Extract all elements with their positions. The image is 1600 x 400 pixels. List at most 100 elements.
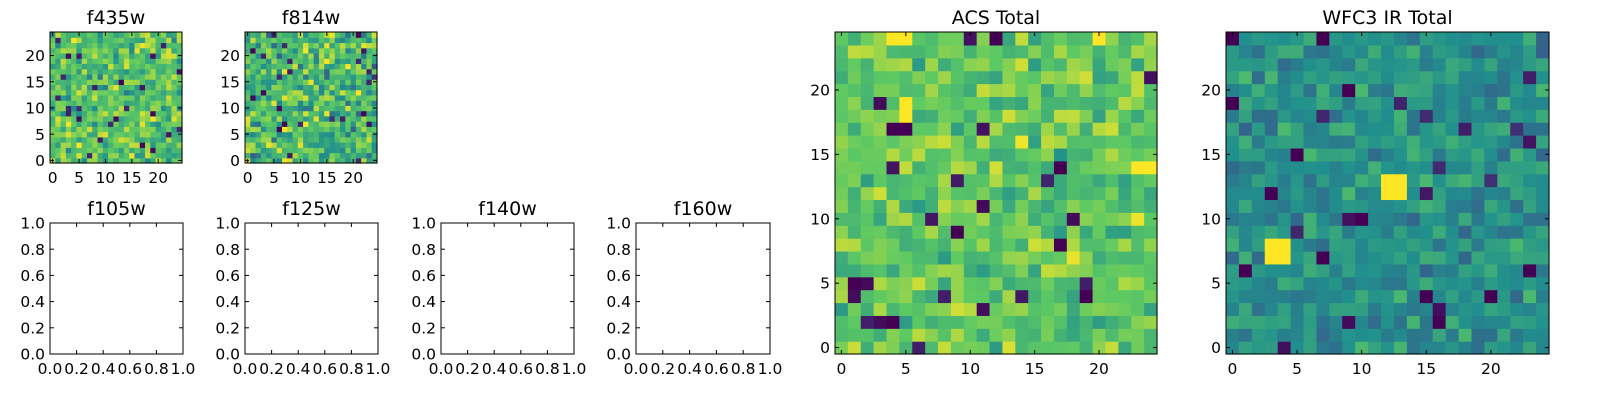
heatmap-cell	[1041, 199, 1055, 213]
heatmap-cell	[324, 110, 331, 117]
heatmap-cell	[255, 68, 262, 75]
heatmap-cell	[81, 68, 88, 75]
heatmap-cell	[835, 263, 849, 278]
heatmap-cell	[1092, 109, 1107, 123]
heatmap-cell	[1497, 186, 1511, 201]
heatmap-cell	[873, 32, 888, 46]
heatmap-cell	[860, 328, 875, 342]
heatmap-cell	[123, 142, 130, 148]
heatmap-cell	[1131, 250, 1145, 265]
heatmap-cell	[65, 121, 72, 127]
heatmap-cell	[171, 84, 178, 91]
heatmap-cell	[1066, 122, 1081, 136]
heatmap-cell	[1066, 302, 1081, 316]
heatmap-cell	[847, 186, 862, 201]
heatmap-cell	[287, 63, 294, 70]
heatmap-cell	[108, 58, 114, 65]
heatmap-cell	[334, 152, 341, 159]
heatmap-cell	[81, 42, 88, 49]
heatmap-cell	[255, 32, 262, 38]
heatmap-cell	[318, 58, 325, 65]
heatmap-cell	[250, 115, 257, 122]
heatmap-cell	[1510, 109, 1524, 123]
heatmap-cell	[1303, 122, 1318, 136]
heatmap-cell	[1381, 212, 1395, 226]
heatmap-cell	[1118, 250, 1132, 265]
heatmap-cell	[1510, 186, 1524, 201]
heatmap-cell	[873, 238, 888, 252]
heatmap-cell	[1471, 302, 1485, 316]
heatmap-cell	[176, 94, 183, 101]
heatmap-cell	[266, 157, 272, 164]
heatmap-cell	[155, 126, 162, 133]
heatmap-cell	[1393, 44, 1408, 59]
heatmap-cell	[1445, 225, 1460, 239]
heatmap-cell	[276, 100, 283, 106]
heatmap-cell	[1015, 44, 1029, 59]
heatmap-cell	[334, 63, 341, 70]
heatmap-cell	[123, 68, 130, 75]
heatmap-cell	[123, 152, 130, 159]
panel-f125w: f125w 0.0 0.2 0.4 0.6 0.8 1.00.00.20.40.60.81…	[215, 198, 390, 378]
y-tick-label: 0.0	[606, 346, 631, 364]
heatmap-cell	[81, 32, 88, 38]
heatmap-cell	[166, 100, 173, 106]
heatmap-cell	[1041, 109, 1055, 123]
heatmap-cell	[1251, 96, 1266, 110]
heatmap-cell	[1458, 109, 1473, 123]
heatmap-cell	[65, 157, 72, 164]
heatmap-cell	[1015, 83, 1029, 97]
heatmap-cell	[963, 276, 978, 291]
heatmap-cell	[1484, 238, 1498, 252]
heatmap-cell	[1342, 225, 1356, 239]
heatmap-cell	[886, 238, 900, 252]
heatmap-cell	[873, 341, 888, 355]
heatmap-cell	[1238, 186, 1253, 201]
heatmap-cell	[1290, 225, 1305, 239]
heatmap-cell	[81, 84, 88, 91]
heatmap-cell	[963, 135, 978, 149]
y-tick-label: 5	[820, 275, 830, 293]
heatmap-cell	[176, 63, 183, 70]
heatmap-cell	[129, 47, 136, 54]
heatmap-cell	[1342, 109, 1356, 123]
heatmap-cell	[1041, 147, 1055, 162]
heatmap-cell	[155, 63, 162, 70]
heatmap-cell	[1523, 328, 1537, 342]
heatmap-cell	[97, 142, 104, 148]
heatmap-cell	[1432, 225, 1447, 239]
heatmap-cell	[318, 126, 325, 133]
heatmap-cell	[271, 152, 278, 159]
heatmap-cell	[313, 68, 320, 75]
heatmap-cell	[1419, 302, 1434, 316]
heatmap-cell	[292, 100, 299, 106]
heatmap-cell	[912, 32, 926, 46]
heatmap-cell	[281, 152, 288, 159]
heatmap-cell	[1079, 83, 1094, 97]
heatmap-cell	[55, 105, 62, 112]
heatmap-cell	[1432, 341, 1447, 355]
heatmap-cell	[150, 121, 157, 127]
heatmap-cell	[989, 250, 1004, 265]
heatmap-cell	[1264, 173, 1279, 188]
heatmap-cell	[1329, 276, 1343, 291]
heatmap-cell	[1445, 109, 1460, 123]
heatmap-cell	[938, 212, 952, 226]
heatmap-cell	[60, 121, 67, 127]
heatmap-cell	[334, 126, 341, 133]
heatmap-cell	[345, 94, 352, 101]
heatmap-cell	[166, 115, 173, 122]
heatmap-cell	[86, 68, 93, 75]
heatmap-cell	[150, 42, 157, 49]
heatmap-cell	[71, 37, 77, 44]
heatmap-cell	[899, 263, 913, 278]
heatmap-cell	[1471, 173, 1485, 188]
heatmap-cell	[1028, 225, 1042, 239]
heatmap-cell	[86, 152, 93, 159]
heatmap-cell	[292, 115, 299, 122]
heatmap-cell	[292, 32, 299, 38]
heatmap-cell	[118, 94, 125, 101]
heatmap-cell	[303, 157, 309, 164]
heatmap-cell	[1368, 250, 1382, 265]
